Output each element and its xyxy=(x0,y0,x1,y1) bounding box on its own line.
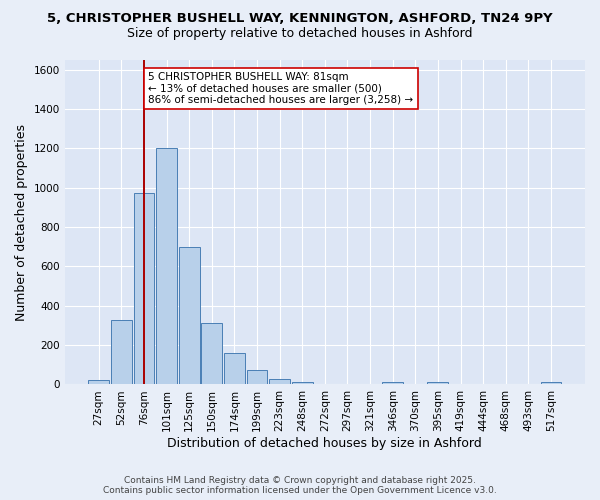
Bar xyxy=(247,370,268,384)
Text: Size of property relative to detached houses in Ashford: Size of property relative to detached ho… xyxy=(127,28,473,40)
X-axis label: Distribution of detached houses by size in Ashford: Distribution of detached houses by size … xyxy=(167,437,482,450)
Bar xyxy=(427,382,448,384)
Bar xyxy=(382,382,403,384)
Y-axis label: Number of detached properties: Number of detached properties xyxy=(15,124,28,320)
Bar xyxy=(269,378,290,384)
Bar xyxy=(134,192,154,384)
Bar xyxy=(179,247,200,384)
Text: Contains HM Land Registry data © Crown copyright and database right 2025.
Contai: Contains HM Land Registry data © Crown c… xyxy=(103,476,497,495)
Bar xyxy=(202,324,222,384)
Bar xyxy=(88,380,109,384)
Bar xyxy=(156,148,177,384)
Bar xyxy=(224,353,245,384)
Bar xyxy=(541,382,562,384)
Bar xyxy=(111,320,132,384)
Text: 5, CHRISTOPHER BUSHELL WAY, KENNINGTON, ASHFORD, TN24 9PY: 5, CHRISTOPHER BUSHELL WAY, KENNINGTON, … xyxy=(47,12,553,26)
Bar xyxy=(292,382,313,384)
Text: 5 CHRISTOPHER BUSHELL WAY: 81sqm
← 13% of detached houses are smaller (500)
86% : 5 CHRISTOPHER BUSHELL WAY: 81sqm ← 13% o… xyxy=(148,72,413,105)
